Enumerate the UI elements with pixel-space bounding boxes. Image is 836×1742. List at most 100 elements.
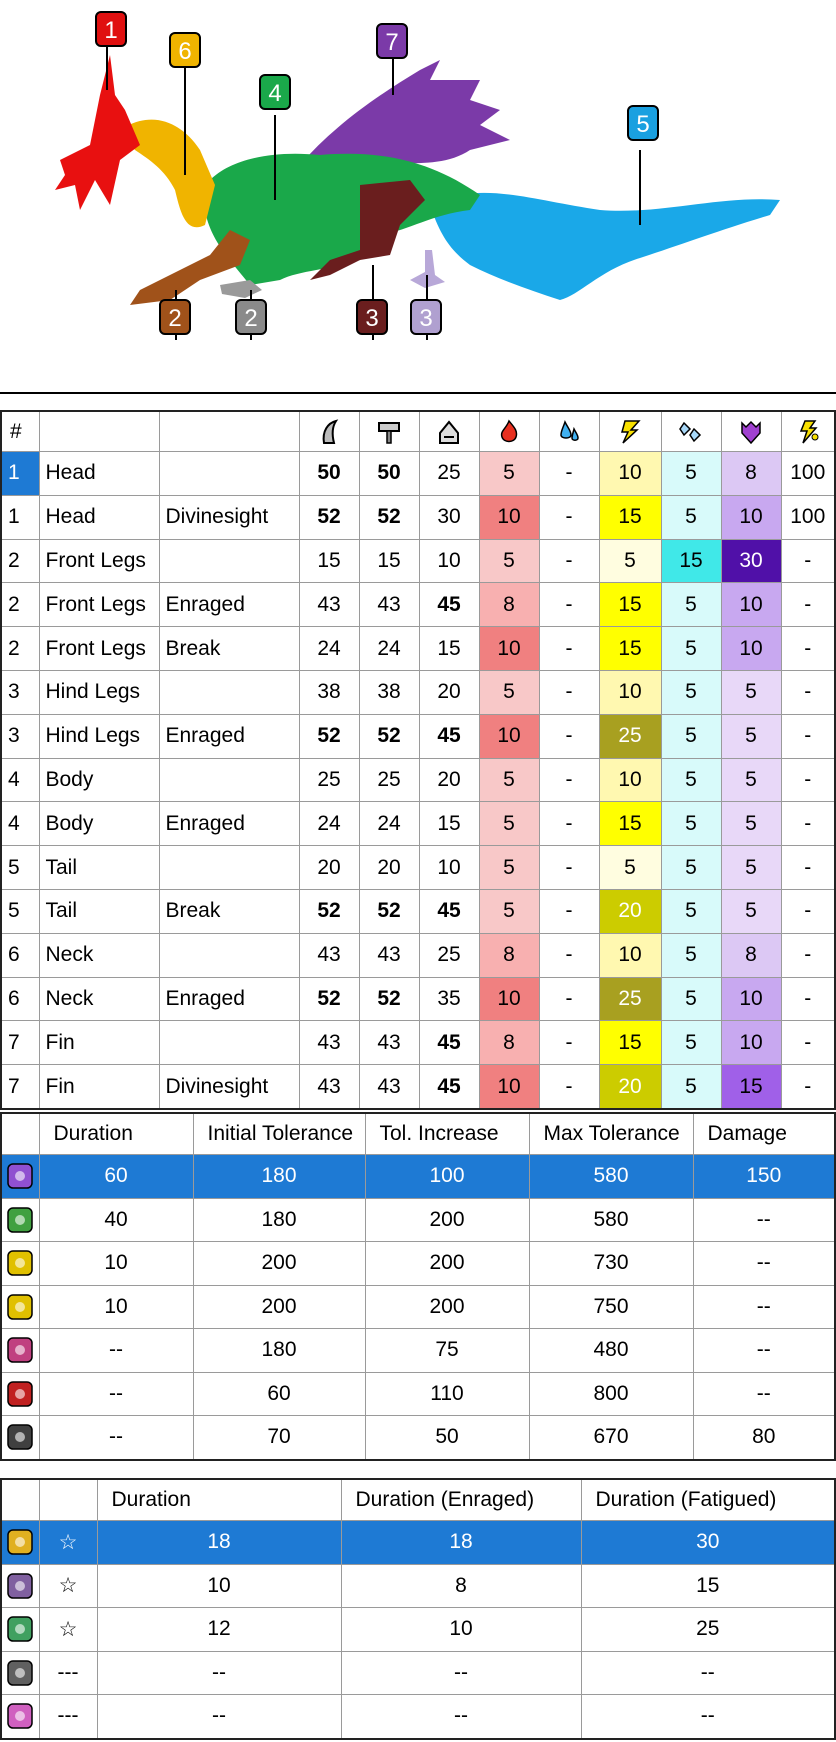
trap-value-cell: 12 [96, 1607, 342, 1652]
paralysis-icon [7, 1250, 33, 1276]
hitzone-shot-cell: 30 [418, 494, 480, 540]
hitzone-row[interactable]: 1 Head 50 50 25 5-10 5 8 100 [0, 451, 836, 496]
ailment-value-cell: 70 [192, 1415, 366, 1460]
trap-value-cell: 10 [96, 1563, 342, 1608]
ailment-value-cell: 75 [364, 1328, 530, 1373]
hitzone-fire-cell: 5 [478, 669, 540, 715]
hitzone-row[interactable]: 4 Body Enraged 24 24 15 5-15 5 5- [0, 801, 836, 847]
hitzone-part-cell: Fin [38, 1020, 160, 1066]
ailment-value-cell: 10 [38, 1241, 194, 1286]
hitzone-ice-cell: 5 [660, 976, 722, 1022]
trap-value-cell: 15 [580, 1563, 836, 1608]
hitzone-state-cell: Enraged [158, 976, 300, 1022]
hitzone-state-cell: Divinesight [158, 494, 300, 540]
hitzone-dragon-cell: 5 [720, 713, 782, 759]
part-marker-label: 2 [168, 305, 181, 332]
hitzone-impact-cell: 52 [358, 494, 420, 540]
ailment-value-cell: 110 [364, 1371, 530, 1416]
hitzone-ice-cell: 5 [660, 932, 722, 978]
cut-header [298, 410, 360, 452]
ailment-value-cell: 40 [38, 1197, 194, 1242]
hitzone-num-cell: 1 [0, 494, 40, 540]
ailment-row[interactable]: -- 60 110 800 -- [0, 1371, 836, 1416]
hitzone-state-cell [158, 757, 300, 803]
hitzone-row[interactable]: 2 Front Legs Break 24 24 15 10-15 5 10- [0, 626, 836, 671]
ailment-row[interactable]: -- 180 75 480 -- [0, 1328, 836, 1373]
hitzone-row[interactable]: 2 Front Legs Enraged 43 43 45 8-15 5 10- [0, 582, 836, 628]
hitzone-shot-cell: 45 [418, 1020, 480, 1066]
trap-value-cell: 18 [340, 1520, 582, 1565]
hitzone-ice-cell: 5 [660, 845, 722, 890]
ailment-value-cell: -- [692, 1328, 836, 1373]
part-marker-label: 7 [385, 29, 398, 56]
trap-row[interactable]: --- -- -- -- [0, 1694, 836, 1739]
part-marker-label: 2 [244, 305, 257, 332]
hitzone-row[interactable]: 7 Fin Divinesight 43 43 45 10-20 5 15- [0, 1064, 836, 1110]
trap-row[interactable]: ☆ 18 18 30 [0, 1520, 836, 1565]
hitzone-cut-cell: 43 [298, 1064, 360, 1110]
hitzone-num-cell: 1 [0, 451, 40, 496]
hitzone-dragon-cell: 8 [720, 451, 782, 496]
hitzone-row[interactable]: 5 Tail 20 20 10 5-5 5 5- [0, 845, 836, 890]
trap-row[interactable]: ☆ 12 10 25 [0, 1607, 836, 1652]
trap-value-cell: 18 [96, 1520, 342, 1565]
hitzone-row[interactable]: 7 Fin 43 43 45 8-15 5 10- [0, 1020, 836, 1066]
pitfall-trap-icon [7, 1616, 33, 1642]
sonic-icon [7, 1660, 33, 1686]
trap-row[interactable]: --- -- -- -- [0, 1650, 836, 1695]
ailment-value-cell: 200 [364, 1241, 530, 1286]
trap-row[interactable]: ☆ 10 8 15 [0, 1563, 836, 1608]
hitzone-water-cell: - [538, 713, 600, 759]
hitzone-row[interactable]: 3 Hind Legs 38 38 20 5-10 5 5- [0, 669, 836, 715]
hitzone-row[interactable]: 6 Neck 43 43 25 8-10 5 8- [0, 932, 836, 978]
hitzone-row[interactable]: 6 Neck Enraged 52 52 35 10-25 5 10- [0, 976, 836, 1022]
hitzone-row[interactable]: 3 Hind Legs Enraged 52 52 45 10-25 5 5- [0, 713, 836, 759]
hitzone-state-cell: Enraged [158, 582, 300, 628]
hitzone-cut-cell: 20 [298, 845, 360, 890]
hitzone-thunder-cell: 5 [598, 845, 662, 890]
hitzone-row[interactable]: 5 Tail Break 52 52 45 5-20 5 5- [0, 888, 836, 934]
hitzone-stun-cell: - [780, 626, 836, 671]
ailment-icon-cell [0, 1415, 40, 1460]
part-marker-2: 2 [159, 299, 191, 335]
hitzone-part-cell: Body [38, 757, 160, 803]
stun-icon [799, 419, 819, 443]
hitzone-dragon-cell: 5 [720, 801, 782, 847]
hitzone-ice-cell: 15 [660, 538, 722, 584]
hitzone-stun-cell: - [780, 932, 836, 978]
ailment-icon-cell [0, 1197, 40, 1242]
flash-icon [7, 1529, 33, 1555]
hitzone-state-cell [158, 845, 300, 890]
ailment-row[interactable]: -- 70 50 670 80 [0, 1415, 836, 1460]
hitzone-stun-cell: - [780, 1064, 836, 1110]
hitzone-state-header [158, 410, 300, 452]
hitzone-row[interactable]: 4 Body 25 25 20 5-10 5 5- [0, 757, 836, 803]
trap-value-cell: -- [340, 1650, 582, 1695]
hitzone-cut-cell: 52 [298, 494, 360, 540]
hitzone-row[interactable]: 2 Front Legs 15 15 10 5-5 15 30- [0, 538, 836, 584]
water-header [538, 410, 600, 452]
ailment-value-cell: 200 [192, 1241, 366, 1286]
hitzone-shot-cell: 25 [418, 451, 480, 496]
ailment-row[interactable]: 10 200 200 730 -- [0, 1241, 836, 1286]
hitzone-cut-cell: 24 [298, 626, 360, 671]
part-marker-6: 6 [169, 32, 201, 68]
trap-star-cell: --- [38, 1650, 98, 1695]
part-marker-label: 1 [104, 17, 117, 44]
ailment-value-cell: -- [692, 1197, 836, 1242]
part-marker-2: 2 [235, 299, 267, 335]
ailment-duration-header: Duration [38, 1112, 194, 1155]
trap-star-cell: ☆ [38, 1520, 98, 1565]
hitzone-impact-cell: 52 [358, 713, 420, 759]
ailment-row[interactable]: 10 200 200 750 -- [0, 1284, 836, 1329]
hitzone-dragon-cell: 15 [720, 1064, 782, 1110]
ailment-row[interactable]: 60 180 100 580 150 [0, 1154, 836, 1199]
hitzone-stun-cell: - [780, 669, 836, 715]
ailment-table: Duration Initial Tolerance Tol. Increase… [0, 1112, 836, 1461]
hitzone-row[interactable]: 1 Head Divinesight 52 52 30 10-15 5 10 100 [0, 494, 836, 540]
shot-icon [439, 419, 459, 444]
hitzone-num-cell: 5 [0, 845, 40, 890]
hitzone-cut-cell: 15 [298, 538, 360, 584]
ailment-damage-header: Damage [692, 1112, 836, 1155]
ailment-row[interactable]: 40 180 200 580 -- [0, 1197, 836, 1242]
